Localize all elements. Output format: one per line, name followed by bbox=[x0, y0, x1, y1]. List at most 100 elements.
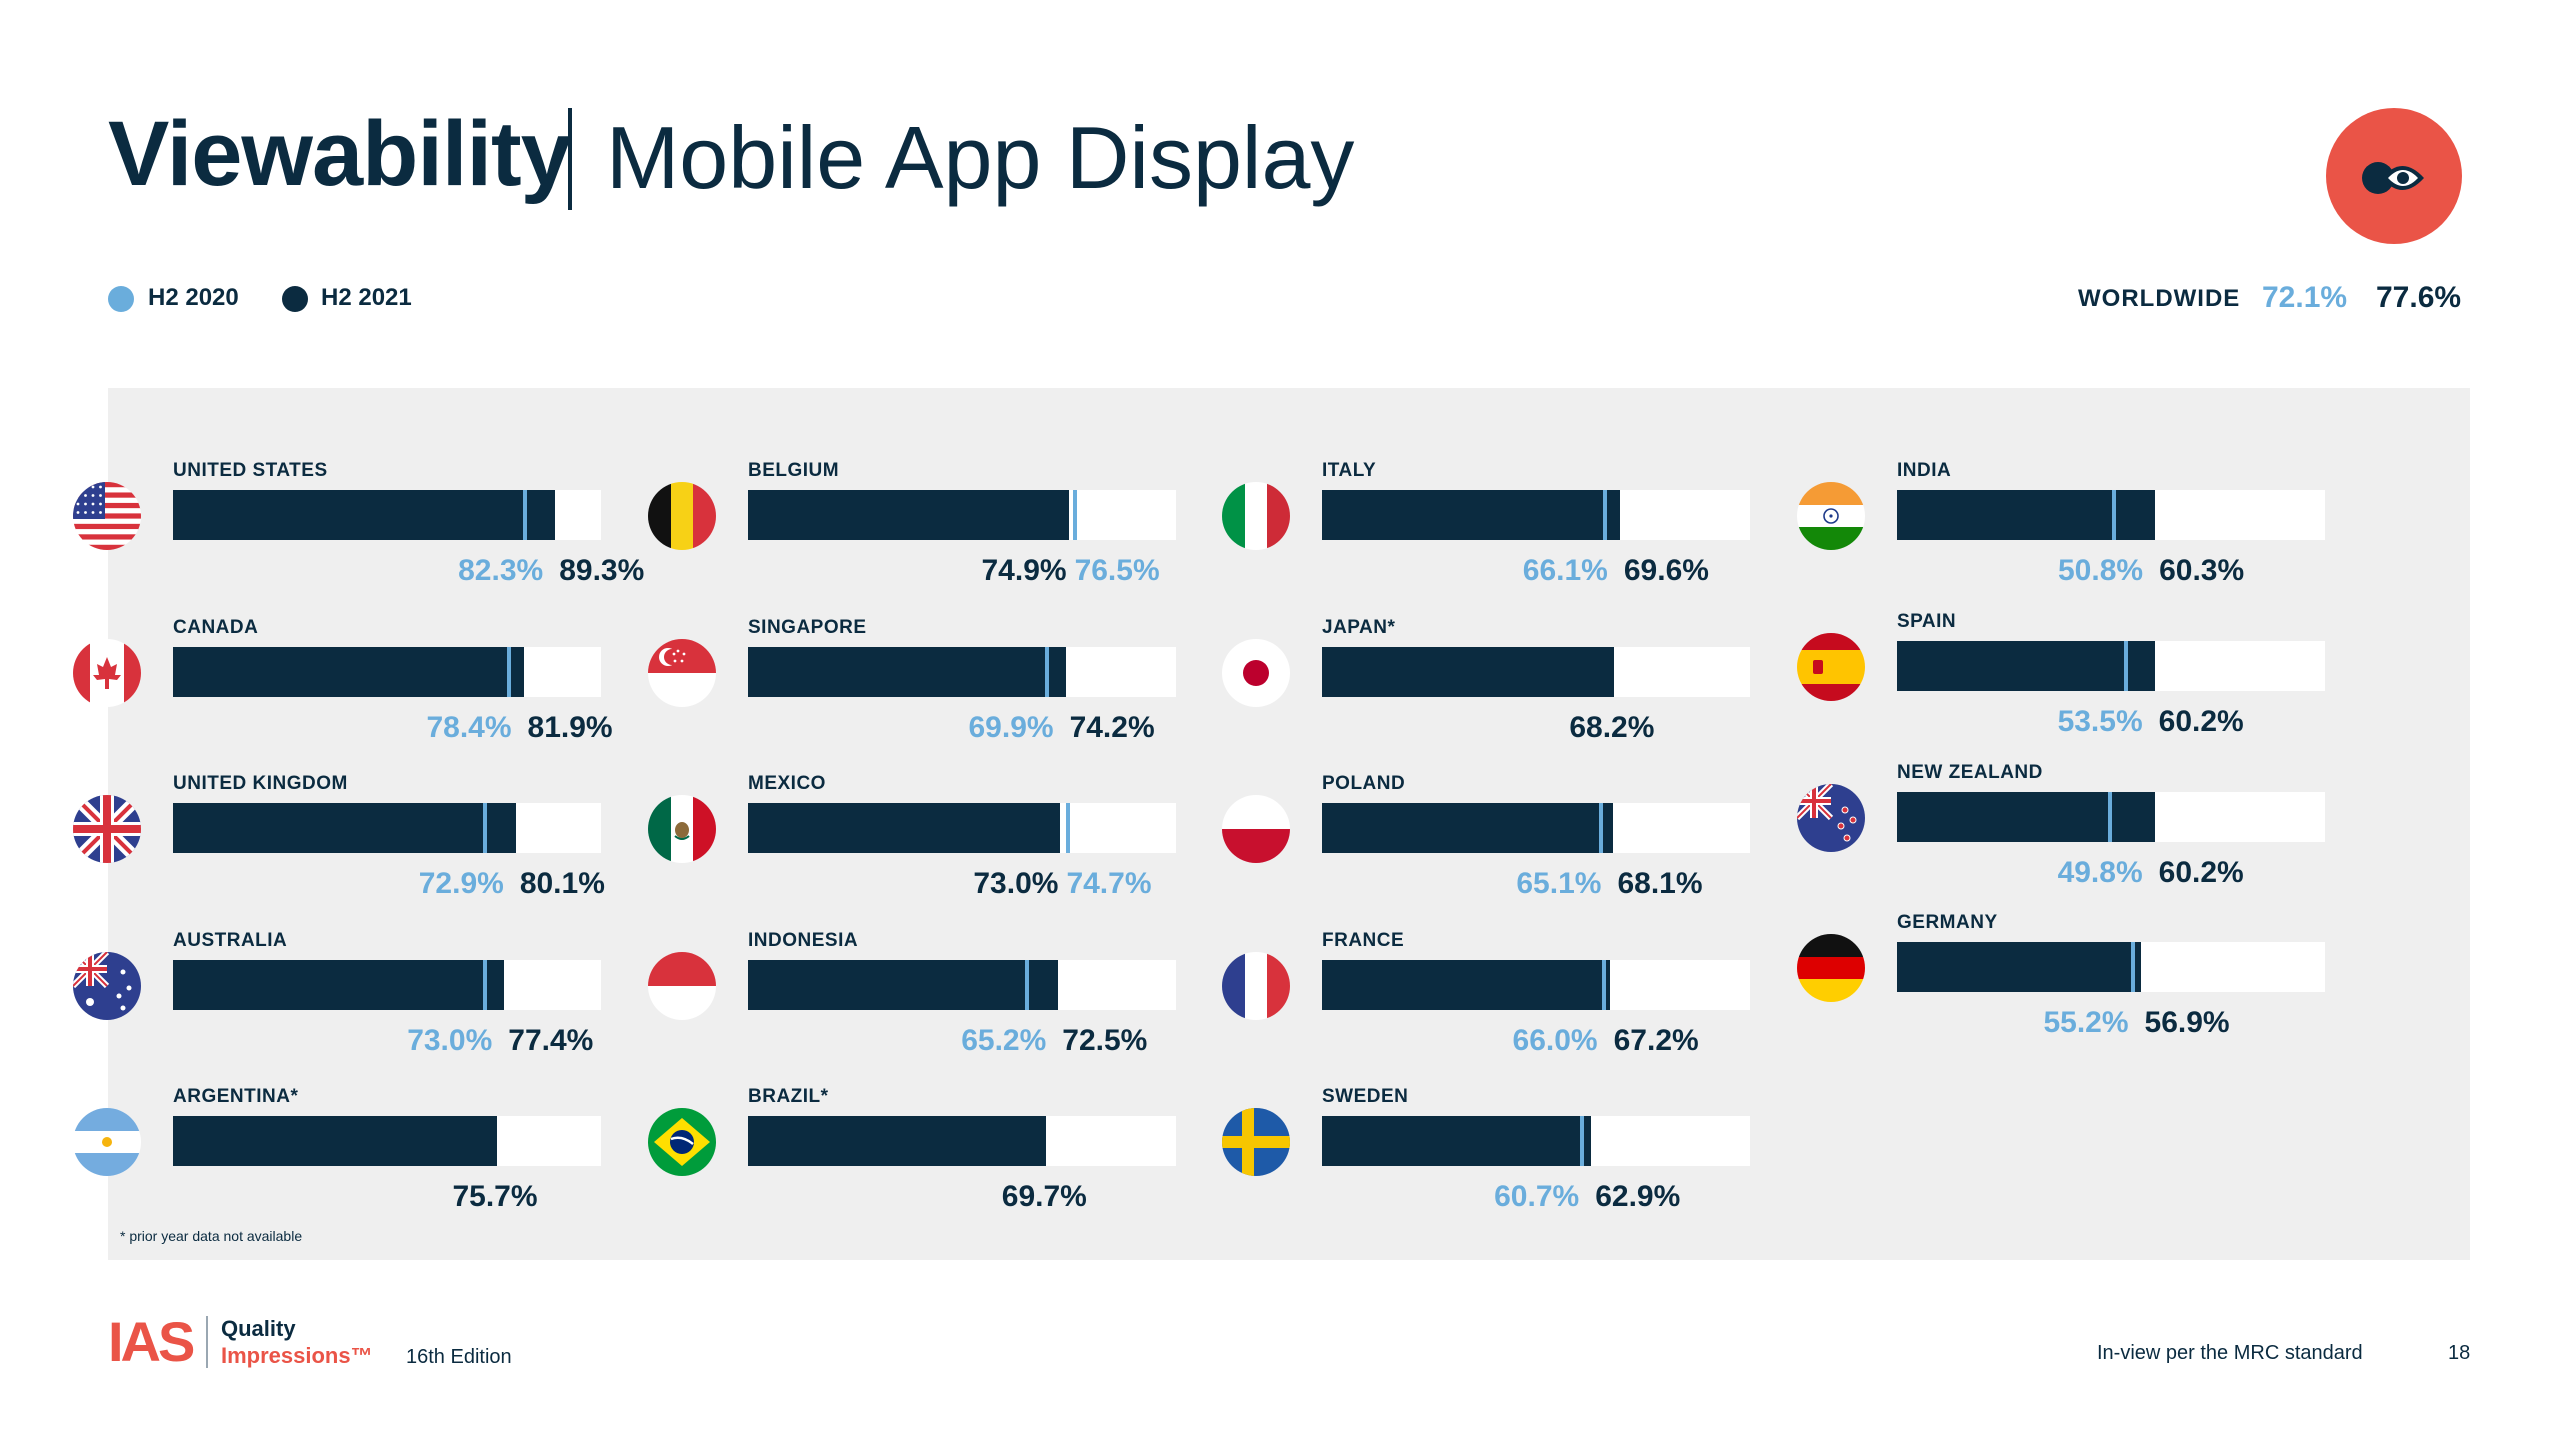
country-name-germany: GERMANY bbox=[1897, 912, 1998, 933]
country-name-poland: POLAND bbox=[1322, 773, 1406, 794]
country-name-united-states: UNITED STATES bbox=[173, 460, 328, 481]
marker-h2-2020-new-zealand bbox=[2108, 792, 2113, 842]
value-h2-2020-mexico: 74.7% bbox=[1066, 867, 1152, 900]
value-h2-2020-spain: 53.5% bbox=[2057, 705, 2143, 738]
country-name-australia: AUSTRALIA bbox=[173, 930, 288, 951]
value-h2-2020-canada: 78.4% bbox=[426, 711, 512, 744]
value-h2-2020-france: 66.0% bbox=[1512, 1024, 1598, 1057]
uk-flag-icon bbox=[73, 795, 141, 863]
bar-h2-2021-united-states bbox=[173, 490, 556, 540]
title-divider bbox=[568, 108, 572, 210]
marker-h2-2020-singapore bbox=[1045, 647, 1050, 697]
value-h2-2021-india: 60.3% bbox=[2159, 554, 2245, 587]
marker-h2-2020-mexico bbox=[1065, 803, 1070, 853]
country-name-italy: ITALY bbox=[1322, 460, 1377, 481]
bar-h2-2021-brazil bbox=[748, 1116, 1047, 1166]
marker-h2-2020-germany bbox=[2131, 942, 2136, 992]
belgium-flag-icon bbox=[648, 482, 716, 550]
value-h2-2020-germany: 55.2% bbox=[2043, 1006, 2129, 1039]
value-h2-2020-australia: 73.0% bbox=[407, 1024, 493, 1057]
marker-h2-2020-united-kingdom bbox=[483, 803, 487, 853]
mexico-flag-icon bbox=[648, 795, 716, 863]
bar-h2-2021-canada bbox=[173, 647, 524, 697]
country-name-france: FRANCE bbox=[1322, 930, 1405, 951]
value-h2-2021-united-states: 89.3% bbox=[559, 554, 645, 587]
bar-h2-2021-sweden bbox=[1322, 1116, 1592, 1166]
bar-h2-2021-australia bbox=[173, 960, 505, 1010]
value-h2-2020-singapore: 69.9% bbox=[968, 711, 1054, 744]
value-h2-2021-brazil: 69.7% bbox=[1001, 1180, 1087, 1213]
canada-flag-icon bbox=[73, 639, 141, 707]
sweden-flag-icon bbox=[1222, 1108, 1290, 1176]
japan-flag-icon bbox=[1222, 639, 1290, 707]
value-h2-2021-belgium: 74.9% bbox=[981, 554, 1067, 587]
value-h2-2021-australia: 77.4% bbox=[508, 1024, 594, 1057]
legend-h2-2021-swatch bbox=[282, 286, 308, 312]
marker-h2-2020-united-states bbox=[523, 490, 528, 540]
australia-flag-icon bbox=[73, 952, 141, 1020]
country-name-brazil: BRAZIL* bbox=[748, 1086, 829, 1107]
marker-h2-2020-indonesia bbox=[1025, 960, 1030, 1010]
germany-flag-icon bbox=[1797, 934, 1865, 1002]
value-h2-2020-united-kingdom: 72.9% bbox=[418, 867, 504, 900]
country-name-argentina: ARGENTINA* bbox=[173, 1086, 299, 1107]
brazil-flag-icon bbox=[648, 1108, 716, 1176]
value-h2-2021-indonesia: 72.5% bbox=[1062, 1024, 1148, 1057]
bar-h2-2021-belgium bbox=[748, 490, 1069, 540]
worldwide-h2-2021-value: 77.6% bbox=[2376, 281, 2462, 314]
value-h2-2021-mexico: 73.0% bbox=[973, 867, 1059, 900]
bar-h2-2021-germany bbox=[1897, 942, 2141, 992]
spain-flag-icon bbox=[1797, 633, 1865, 701]
country-name-singapore: SINGAPORE bbox=[748, 617, 867, 638]
bar-h2-2021-india bbox=[1897, 490, 2156, 540]
brand-line-impressions: Impressions™ bbox=[221, 1343, 373, 1368]
marker-h2-2020-canada bbox=[506, 647, 511, 697]
marker-h2-2020-sweden bbox=[1579, 1116, 1584, 1166]
bar-h2-2021-singapore bbox=[748, 647, 1066, 697]
page-subtitle: Mobile App Display bbox=[606, 108, 1355, 207]
value-h2-2021-united-kingdom: 80.1% bbox=[519, 867, 605, 900]
value-h2-2021-sweden: 62.9% bbox=[1595, 1180, 1681, 1213]
value-h2-2020-belgium: 76.5% bbox=[1074, 554, 1160, 587]
ias-logo: IAS bbox=[108, 1310, 195, 1373]
country-name-indonesia: INDONESIA bbox=[748, 930, 859, 951]
mrc-note: In-view per the MRC standard bbox=[2097, 1342, 2363, 1364]
country-name-united-kingdom: UNITED KINGDOM bbox=[173, 773, 348, 794]
marker-h2-2020-italy bbox=[1602, 490, 1607, 540]
value-h2-2021-germany: 56.9% bbox=[2144, 1006, 2230, 1039]
value-h2-2021-singapore: 74.2% bbox=[1069, 711, 1155, 744]
footnote: * prior year data not available bbox=[120, 1228, 303, 1244]
value-h2-2021-spain: 60.2% bbox=[2158, 705, 2244, 738]
bar-h2-2021-united-kingdom bbox=[173, 803, 516, 853]
value-h2-2020-indonesia: 65.2% bbox=[961, 1024, 1047, 1057]
bar-h2-2021-italy bbox=[1322, 490, 1620, 540]
legend-h2-2020-label: H2 2020 bbox=[148, 284, 239, 311]
value-h2-2020-united-states: 82.3% bbox=[458, 554, 544, 587]
value-h2-2020-new-zealand: 49.8% bbox=[2057, 856, 2143, 889]
page-title: Viewability bbox=[108, 103, 572, 205]
bar-h2-2021-france bbox=[1322, 960, 1610, 1010]
bar-h2-2021-spain bbox=[1897, 641, 2155, 691]
value-h2-2021-italy: 69.6% bbox=[1623, 554, 1709, 587]
page-number: 18 bbox=[2448, 1342, 2471, 1364]
value-h2-2021-france: 67.2% bbox=[1613, 1024, 1699, 1057]
value-h2-2021-poland: 68.1% bbox=[1617, 867, 1703, 900]
country-name-spain: SPAIN bbox=[1897, 611, 1957, 632]
value-h2-2021-canada: 81.9% bbox=[527, 711, 613, 744]
new-zealand-flag-icon bbox=[1797, 784, 1865, 852]
value-h2-2020-india: 50.8% bbox=[2058, 554, 2144, 587]
argentina-flag-icon bbox=[73, 1108, 141, 1176]
eye-icon bbox=[2326, 108, 2462, 244]
brand-line-quality: Quality bbox=[221, 1316, 296, 1341]
us-flag-icon bbox=[73, 482, 141, 550]
bar-h2-2021-argentina bbox=[173, 1116, 497, 1166]
worldwide-label: WORLDWIDE bbox=[2078, 285, 2241, 312]
legend-h2-2020-swatch bbox=[108, 286, 134, 312]
country-name-japan: JAPAN* bbox=[1322, 617, 1396, 638]
value-h2-2021-new-zealand: 60.2% bbox=[2158, 856, 2244, 889]
value-h2-2021-argentina: 75.7% bbox=[452, 1180, 538, 1213]
marker-h2-2020-belgium bbox=[1073, 490, 1078, 540]
bar-h2-2021-new-zealand bbox=[1897, 792, 2155, 842]
legend-h2-2021-label: H2 2021 bbox=[321, 284, 412, 311]
